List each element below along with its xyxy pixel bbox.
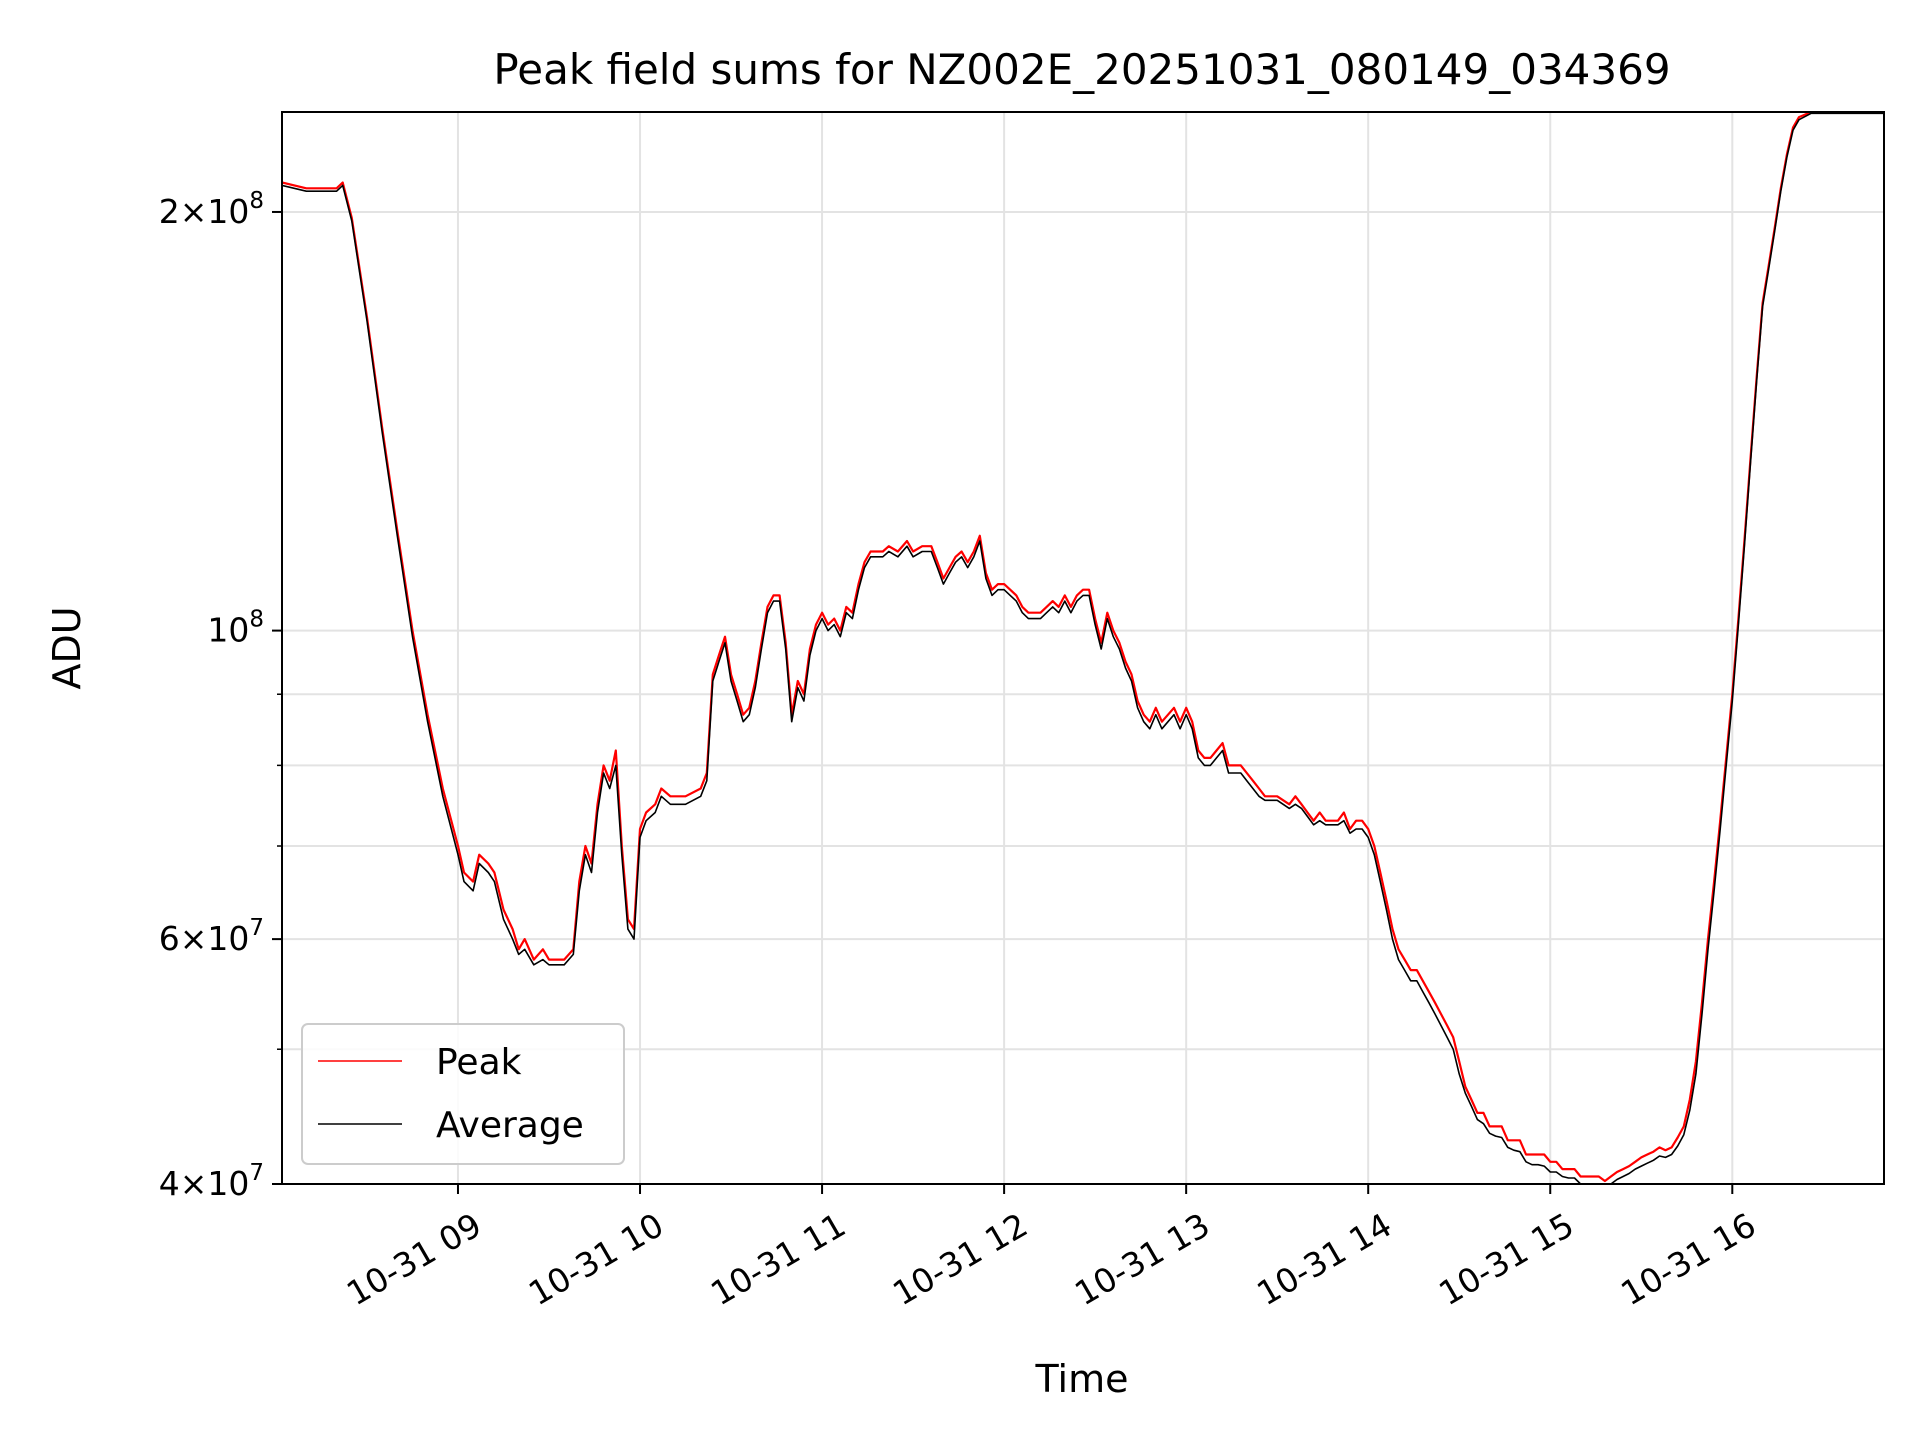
legend: Peak Average <box>301 1023 625 1165</box>
x-tick-label: 10-31 09 <box>340 1205 488 1313</box>
series-line-peak <box>282 112 1884 1183</box>
x-tick-label: 10-31 15 <box>1432 1205 1580 1313</box>
plot-frame <box>281 111 1885 1185</box>
legend-label-peak: Peak <box>436 1042 522 1083</box>
legend-label-average: Average <box>436 1105 584 1146</box>
y-axis-label: ADU <box>45 606 89 689</box>
series-line-average <box>282 112 1884 1184</box>
x-tick-label: 10-31 16 <box>1614 1205 1762 1313</box>
y-tick-label: 6×107 <box>159 915 264 958</box>
x-axis-label: Time <box>1035 1357 1129 1401</box>
x-axis-ticks: 10-31 09 10-31 10 10-31 11 10-31 12 10-31 13… <box>340 1184 1762 1313</box>
x-tick-label: 10-31 11 <box>704 1205 852 1313</box>
x-tick-label: 10-31 12 <box>886 1205 1034 1313</box>
y-tick-label: 4×107 <box>159 1160 264 1203</box>
y-axis-ticks: 4×107 6×107 108 2×108 <box>159 188 282 1203</box>
chart-title: Peak field sums for NZ002E_20251031_0801… <box>493 45 1670 94</box>
legend-box <box>301 1023 625 1165</box>
x-tick-label: 10-31 13 <box>1068 1205 1216 1313</box>
series-layer <box>282 112 1884 1184</box>
y-tick-label: 2×108 <box>159 188 264 231</box>
y-tick-label: 108 <box>207 607 264 650</box>
x-tick-label: 10-31 14 <box>1250 1205 1398 1313</box>
x-tick-label: 10-31 10 <box>522 1205 670 1313</box>
